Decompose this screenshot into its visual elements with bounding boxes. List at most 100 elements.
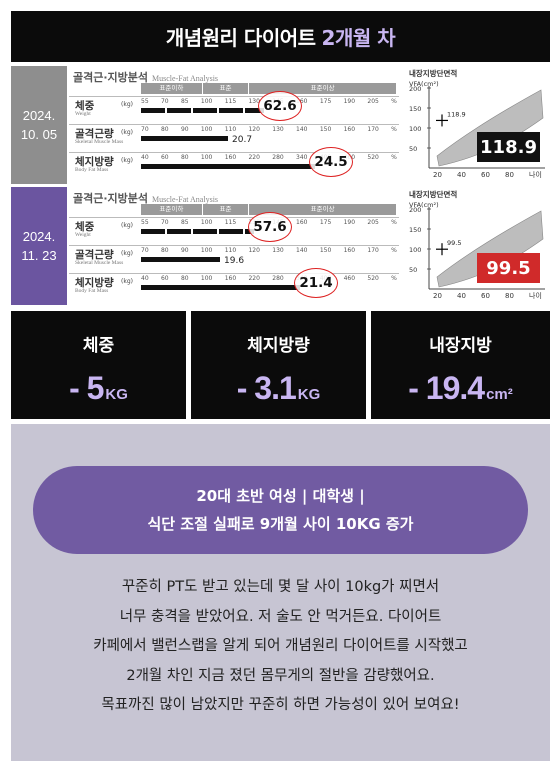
metric-ticks: 406080100160220280340400460520% [141, 154, 397, 161]
vfa-x-tick: 60 [481, 292, 490, 300]
header-title: 개념원리 다이어트 [165, 26, 316, 50]
tick-label: 55 [141, 98, 149, 105]
metric-row: 골격근량 Skeletal Muscle Mass (kg) 70 80 90 100 110… [69, 245, 399, 268]
metric-bar [141, 164, 315, 169]
vfa-norm-region [436, 89, 544, 167]
range-above: 표준이상 [249, 83, 397, 94]
metric-row: 체중Weight(kg)5570851001151301451601751902… [69, 91, 399, 121]
metric-ticks: 406080100160220280340400460520% [141, 275, 397, 282]
analysis-title: 골격근·지방분석 [73, 192, 149, 205]
metric-unit: (kg) [121, 250, 133, 257]
vfa-title: 내장지방단면적 [409, 69, 458, 78]
metric-ticks: 70 80 90 100 110 120 130 140 150 160 170% [141, 247, 397, 254]
date-day: 11. 23 [21, 248, 57, 263]
metric-bar [141, 257, 220, 262]
header-title-accent: 2개월 차 [321, 26, 396, 50]
tick-label: % [391, 247, 397, 254]
stat-value: - 3.1 KG [237, 370, 321, 407]
stat-unit: KG [297, 386, 321, 403]
metric-bar [141, 136, 228, 141]
vfa-panel: 내장지방단면적 VFA(cm²) 200 150 100 50 20 40 60 80 나이 99.… [405, 187, 550, 305]
vfa-x-tick: 80 [505, 292, 514, 300]
tick-label: 520 [367, 275, 379, 282]
vfa-norm-region [436, 210, 544, 288]
tick-label: 160 [343, 247, 356, 254]
range-below: 표준이하 [141, 204, 203, 215]
metric-sublabel: Weight [75, 111, 91, 117]
tick-label: 175 [319, 219, 332, 226]
vfa-y-tick: 150 [409, 105, 421, 113]
vfa-y-tick: 100 [409, 125, 421, 133]
tick-label: 170 [367, 247, 379, 254]
tick-label: 130 [248, 98, 260, 105]
tick-label: 85 [180, 219, 189, 226]
tick-label: 160 [224, 154, 237, 161]
tick-label: 80 [160, 126, 169, 133]
stat-label: 체지방량 [247, 336, 310, 356]
testimonial-line: 2개월 차인 지금 졌던 몸무게의 절반을 감량했어요. [126, 667, 435, 684]
tick-label: 60 [160, 154, 169, 161]
tick-label: 175 [319, 98, 332, 105]
tick-label: 110 [224, 247, 237, 254]
stat-body-fat: 체지방량 - 3.1 KG [191, 311, 366, 419]
tick-label: 160 [296, 98, 308, 105]
vfa-x-tick: 40 [457, 171, 466, 179]
muscle-fat-analysis: 골격근·지방분석 Muscle-Fat Analysis 표준이하 표준 표준이상… [69, 187, 399, 305]
vfa-y-tick: 100 [409, 246, 421, 254]
tick-label: 120 [248, 126, 260, 133]
tick-label: 90 [180, 247, 189, 254]
tick-label: 160 [224, 275, 237, 282]
metric-label: 골격근량 [75, 128, 114, 140]
metric-value-circled: 62.6 [258, 91, 302, 121]
date-cell: 2024. 11. 23 [11, 187, 67, 305]
metric-sublabel: Skeletal Muscle Mass [75, 139, 124, 145]
testimonial-line: 목표까진 많이 남았지만 꾸준히 하면 가능성이 있어 보여요! [101, 697, 460, 713]
metric-sublabel: Body Fat Mass [75, 288, 109, 294]
tick-label: 220 [248, 275, 260, 282]
metric-row: 체중Weight(kg)5570851001151301451601751902… [69, 212, 399, 242]
testimonial-line: 너무 충격을 받았어요. 저 술도 안 먹거든요. 다이어트 [119, 608, 442, 625]
tick-label: 55 [141, 219, 149, 226]
vfa-y-tick: 50 [409, 145, 417, 153]
tick-label: 70 [141, 126, 149, 133]
metric-value: 19.6 [224, 256, 245, 266]
testimonial-line: 꾸준히 PT도 받고 있는데 몇 달 사이 10kg가 찌면서 [121, 579, 440, 595]
tick-label: 220 [248, 154, 260, 161]
tick-label: 110 [224, 126, 237, 133]
date-year: 2024. [22, 229, 56, 244]
metric-sublabel: Weight [75, 232, 91, 238]
metric-unit: (kg) [121, 129, 133, 136]
stat-number: - 19.4 [408, 370, 485, 406]
tick-label: 280 [272, 154, 284, 161]
tick-label: % [391, 219, 397, 226]
metric-value-circled: 57.6 [248, 212, 292, 242]
profile-line: 20대 초반 여성 | 대학생 | [196, 487, 365, 505]
vfa-chart: VFA(cm²)200 150 100 50 20 40 60 80 나이 99.5 [409, 201, 545, 300]
metric-sublabel: Skeletal Muscle Mass [75, 260, 124, 266]
tick-label: 160 [296, 219, 308, 226]
stat-number: - 3.1 [236, 370, 297, 406]
tick-label: 100 [200, 247, 213, 254]
analysis-title: 골격근·지방분석 [73, 71, 149, 84]
testimonial-text: 꾸준히 PT도 받고 있는데 몇 달 사이 10kg가 찌면서 너무 충격을 받… [11, 573, 550, 721]
metric-value: 20.7 [232, 135, 253, 145]
inbody-result-row: 2024. 10. 05 골격근·지방분석 Muscle-Fat Analysis… [11, 66, 550, 184]
date-day: 10. 05 [20, 127, 58, 142]
tick-label: 520 [367, 154, 379, 161]
tick-label: 130 [272, 247, 284, 254]
tick-label: % [391, 154, 397, 161]
range-header: 표준이하 표준 표준이상 [141, 83, 397, 94]
tick-label: 190 [343, 219, 356, 226]
vfa-point-label: 118.9 [447, 110, 466, 118]
profile-line: 식단 조절 실패로 9개월 사이 10KG 증가 [147, 515, 414, 533]
metric-ticks: 70 80 90 100 110 120 130 140 150 160 170% [141, 126, 397, 133]
range-below: 표준이하 [141, 83, 203, 94]
tick-label: 40 [141, 275, 149, 282]
metric-label: 체지방량 [75, 277, 114, 289]
tick-label: 70 [160, 219, 169, 226]
stat-value: - 5 KG [69, 370, 128, 407]
stat-weight: 체중 - 5 KG [11, 311, 186, 419]
metric-label: 골격근량 [75, 249, 114, 261]
tick-label: % [391, 98, 397, 105]
